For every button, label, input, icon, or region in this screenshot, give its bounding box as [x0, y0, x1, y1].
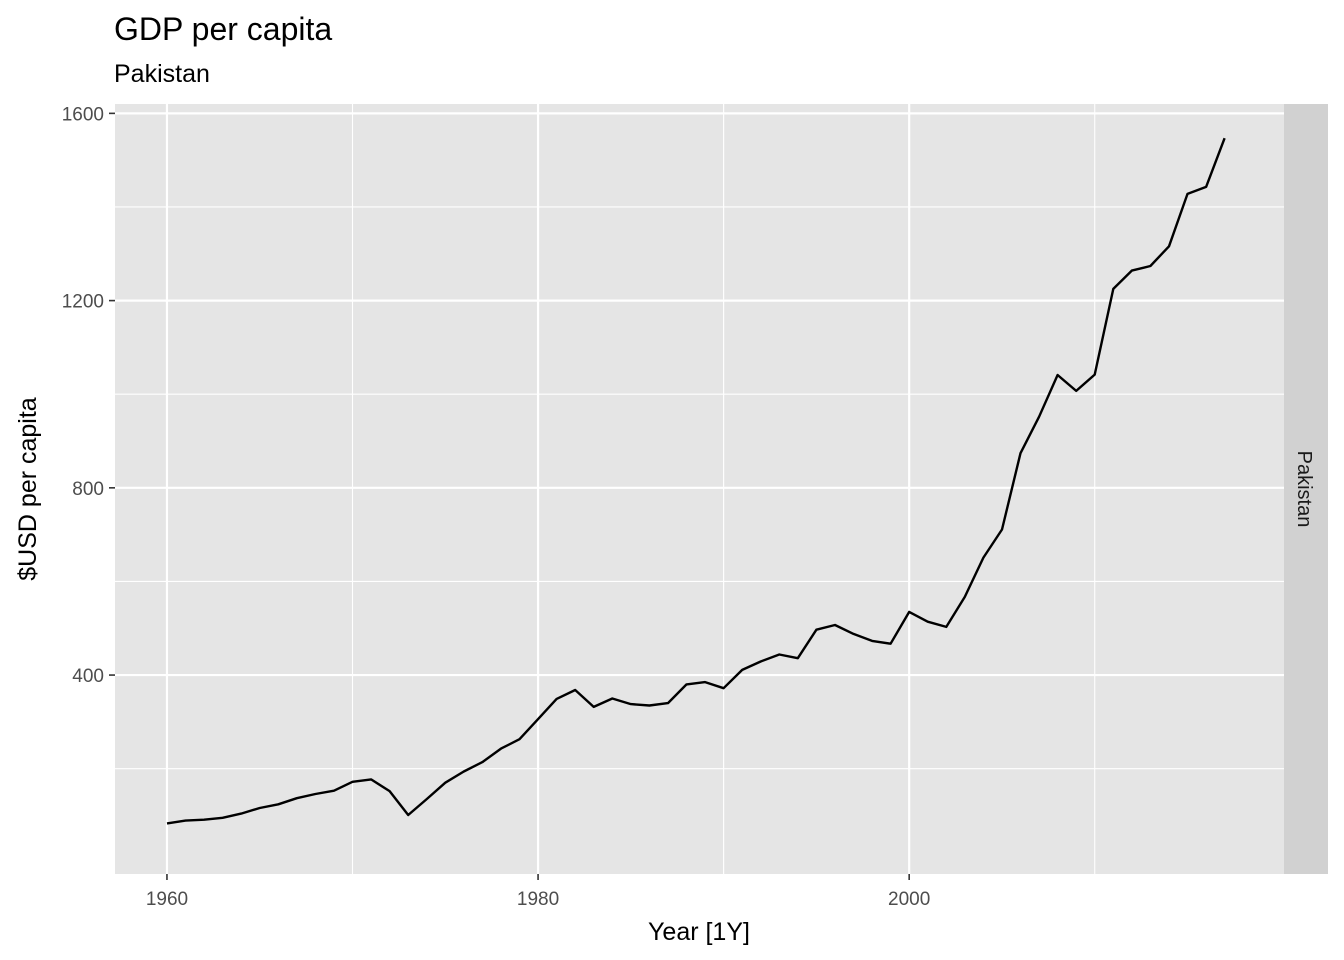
x-tick-label: 1960 [146, 889, 188, 910]
y-axis-title: $USD per capita [14, 397, 42, 581]
grid-major [115, 104, 1284, 874]
y-tick-label: 1600 [62, 104, 104, 125]
series-layer [166, 137, 1226, 825]
x-axis: 1960 1980 2000 [146, 874, 930, 910]
x-tick-label: 1980 [517, 889, 559, 910]
facet-strip [1284, 104, 1328, 874]
y-axis: 400 800 1200 1600 [62, 104, 115, 687]
x-axis-title: Year [1Y] [648, 918, 750, 946]
x-tick-label: 2000 [888, 889, 930, 910]
grid-minor [115, 104, 1284, 874]
series-line [166, 137, 1226, 825]
chart-subtitle: Pakistan [114, 60, 210, 88]
plot-panel [115, 104, 1284, 874]
chart-title: GDP per capita [114, 11, 332, 47]
y-tick-label: 800 [72, 479, 104, 500]
facet-strip-label: Pakistan [1293, 451, 1315, 528]
y-tick-label: 400 [72, 666, 104, 687]
y-tick-label: 1200 [62, 292, 104, 313]
